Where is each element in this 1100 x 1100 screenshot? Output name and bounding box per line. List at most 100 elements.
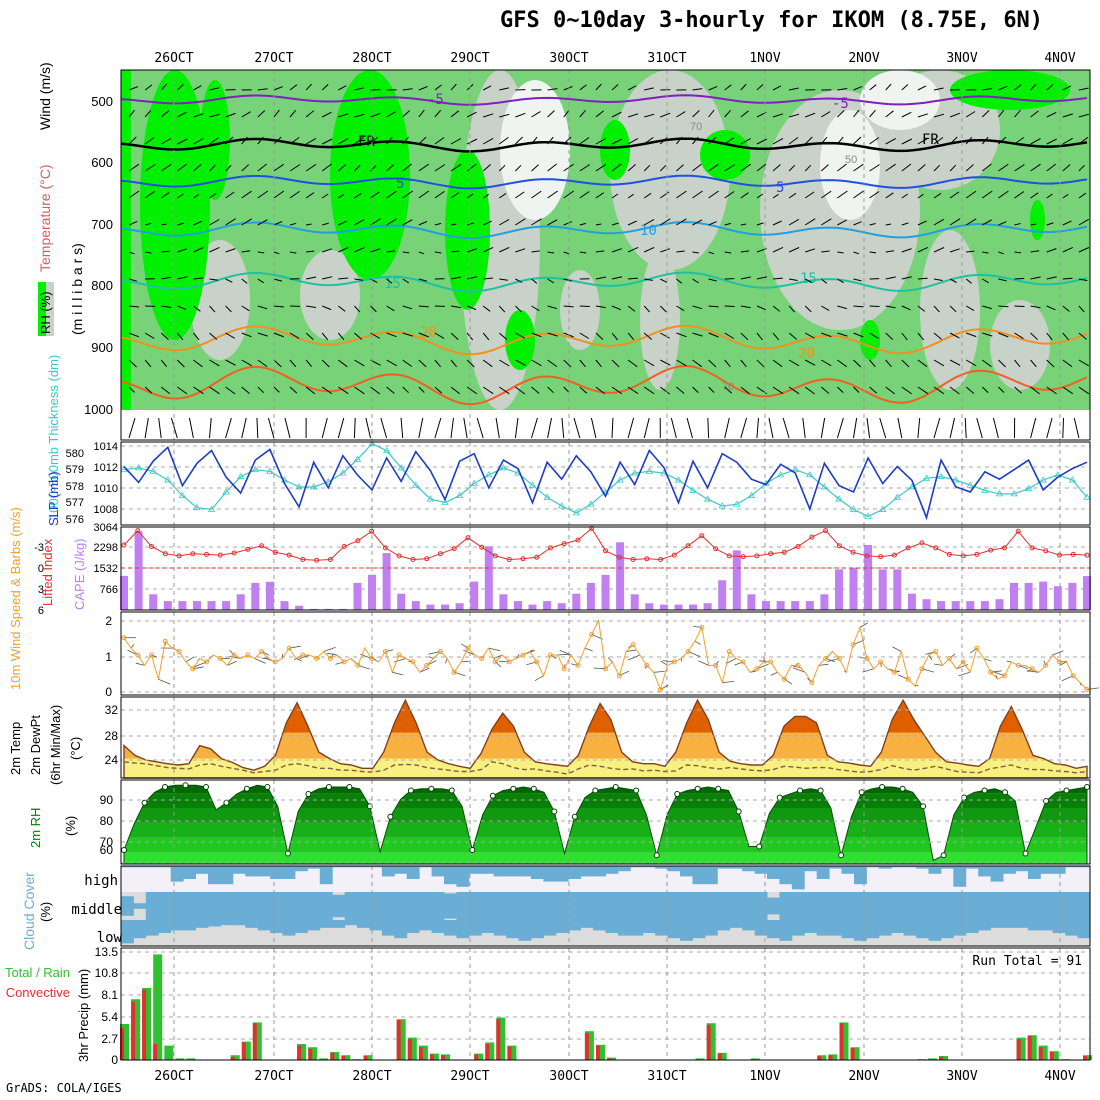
wind-speed-point bbox=[1057, 659, 1062, 665]
cape-bar-8 bbox=[236, 594, 245, 610]
wind-barb bbox=[273, 332, 284, 338]
wind-barb bbox=[354, 192, 362, 199]
lifted-index-point bbox=[1084, 552, 1090, 558]
wind-barb bbox=[450, 163, 462, 172]
cloud-bar-low bbox=[282, 920, 296, 936]
thickness-point bbox=[558, 502, 566, 509]
wind-barb bbox=[547, 332, 558, 337]
lifted-index-point bbox=[176, 553, 182, 559]
wind-barb bbox=[193, 247, 204, 253]
cloud-bar-high bbox=[916, 866, 929, 869]
wind-barb bbox=[1030, 83, 1037, 91]
cloud-bar-middle bbox=[680, 892, 693, 920]
lifted-index-point bbox=[217, 552, 223, 558]
wind-barb bbox=[660, 332, 670, 339]
wind-barb bbox=[724, 164, 735, 172]
wind-barb bbox=[161, 276, 172, 280]
surface-wind-barb-38 bbox=[740, 417, 748, 439]
cloud-bar-middle bbox=[704, 892, 718, 920]
cloud-bar-low bbox=[804, 920, 818, 933]
precip-ytick-2: 8.1 bbox=[101, 988, 118, 1002]
wind-barb bbox=[901, 138, 913, 145]
wind-barb bbox=[981, 110, 990, 118]
wind-barb bbox=[434, 84, 442, 91]
cloud-bar-middle bbox=[133, 903, 147, 909]
wind-barb bbox=[901, 305, 911, 311]
wind-barb bbox=[885, 138, 896, 145]
cloud-bar-low bbox=[953, 920, 967, 936]
cloud-bar-middle bbox=[816, 892, 830, 920]
wind-barb bbox=[869, 223, 876, 226]
rh-point bbox=[735, 808, 742, 815]
cloud-bar-middle bbox=[456, 892, 470, 920]
wind-barb bbox=[949, 112, 961, 118]
isotherm-label-9: 20 bbox=[420, 325, 437, 341]
cloud-bar-middle bbox=[866, 892, 880, 920]
wind-barb bbox=[193, 193, 200, 199]
upper-air-ylabel-wind: Wind (m/s) bbox=[37, 62, 53, 130]
wind-barb bbox=[482, 386, 494, 395]
wind-barb bbox=[515, 218, 526, 226]
wind-speed-point bbox=[933, 649, 939, 654]
precip-convective-bar-63 bbox=[817, 1056, 822, 1060]
rh-point bbox=[674, 791, 681, 797]
lifted-index-point bbox=[891, 552, 897, 558]
wind-speed-point bbox=[878, 659, 884, 665]
cape-bar-26 bbox=[499, 594, 508, 610]
wind-barb bbox=[531, 305, 540, 312]
thickness-point bbox=[339, 469, 347, 476]
wind-barb bbox=[193, 332, 200, 341]
wind-speed-point bbox=[534, 659, 540, 665]
cape-bar-41 bbox=[718, 580, 727, 610]
wind-barb bbox=[1030, 250, 1040, 253]
wind-barb bbox=[321, 332, 329, 341]
rh-point bbox=[838, 852, 845, 859]
surface-barb bbox=[529, 649, 534, 652]
wind-barb bbox=[772, 246, 784, 253]
wind-barb bbox=[853, 305, 864, 308]
wind-speed-point bbox=[314, 656, 320, 661]
wind-barb bbox=[144, 164, 156, 172]
rh-ytick-3: 60 bbox=[100, 843, 114, 857]
wind-barb bbox=[386, 136, 393, 145]
surface-barb bbox=[660, 684, 669, 690]
wind-barb bbox=[611, 84, 619, 91]
wind-barb bbox=[628, 277, 638, 280]
wind-barb bbox=[354, 87, 365, 91]
wind-barb bbox=[354, 246, 365, 253]
wind-barb bbox=[177, 386, 188, 395]
cape-bar-24 bbox=[470, 581, 479, 610]
wind-barb bbox=[756, 138, 768, 145]
wind-barb bbox=[306, 223, 312, 226]
wind-barb bbox=[257, 219, 268, 226]
cloud-bar-middle bbox=[493, 892, 507, 920]
wind-barb bbox=[241, 332, 252, 338]
surface-barb bbox=[860, 657, 867, 659]
thickness-point bbox=[966, 481, 974, 488]
surface-barb bbox=[859, 622, 868, 628]
wind-barb bbox=[225, 136, 234, 145]
rh-point bbox=[141, 799, 148, 806]
wind-barb bbox=[498, 164, 506, 172]
lifted-index-point bbox=[713, 546, 719, 552]
wind-barb bbox=[901, 111, 912, 118]
wind-barb bbox=[917, 277, 928, 280]
wind-barb bbox=[595, 223, 602, 226]
date-label-bottom-2: 28OCT bbox=[352, 1069, 391, 1084]
wind-barb bbox=[193, 138, 204, 145]
cape-bar-59 bbox=[980, 601, 989, 610]
wind-barb bbox=[643, 359, 655, 367]
cape-bar-42 bbox=[732, 550, 741, 610]
wind-barb bbox=[402, 190, 413, 199]
cloud-bar-middle bbox=[916, 892, 929, 920]
wind-barb bbox=[273, 278, 283, 282]
wind-barb bbox=[901, 359, 910, 368]
thickness-ytick-0: 580 bbox=[66, 448, 84, 460]
precip-frame bbox=[120, 947, 1091, 1061]
wind-barb bbox=[611, 138, 623, 145]
cloud-bar-middle bbox=[145, 892, 159, 920]
wind-barb bbox=[756, 359, 765, 368]
wind-barb bbox=[434, 332, 445, 339]
wind-barb bbox=[450, 386, 461, 395]
wind-barb bbox=[756, 222, 764, 226]
